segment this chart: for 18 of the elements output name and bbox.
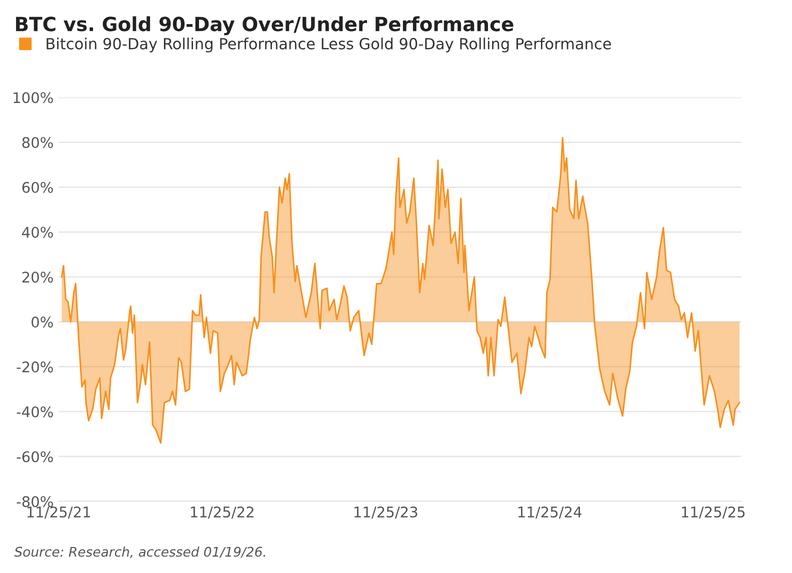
y-tick-label: 20%	[22, 272, 53, 283]
y-tick-label: 0%	[32, 316, 53, 328]
y-tick-label: -80%	[16, 496, 53, 508]
legend-label: Bitcoin 90-Day Rolling Performance Less Gold 90-Day Rolling Performance	[46, 38, 611, 52]
x-tick-label: 11/25/23	[354, 506, 418, 519]
y-tick-label: -20%	[16, 361, 53, 372]
x-tick-label: 11/25/22	[190, 506, 254, 519]
source-note: Source: Research, accessed 01/19/26.	[14, 546, 266, 558]
x-tick-label: 11/25/24	[518, 506, 582, 519]
y-tick-label: -60%	[16, 451, 53, 462]
y-tick-label: 60%	[22, 182, 53, 193]
y-tick-label: 100%	[14, 92, 53, 104]
chart-title: BTC vs. Gold 90-Day Over/Under Performance	[16, 16, 514, 36]
x-tick-label: 11/25/25	[682, 506, 745, 519]
y-tick-label: -40%	[16, 406, 53, 418]
y-tick-label: 80%	[22, 137, 53, 148]
y-tick-label: 40%	[22, 226, 53, 238]
x-tick-label: 11/25/21	[27, 506, 90, 519]
